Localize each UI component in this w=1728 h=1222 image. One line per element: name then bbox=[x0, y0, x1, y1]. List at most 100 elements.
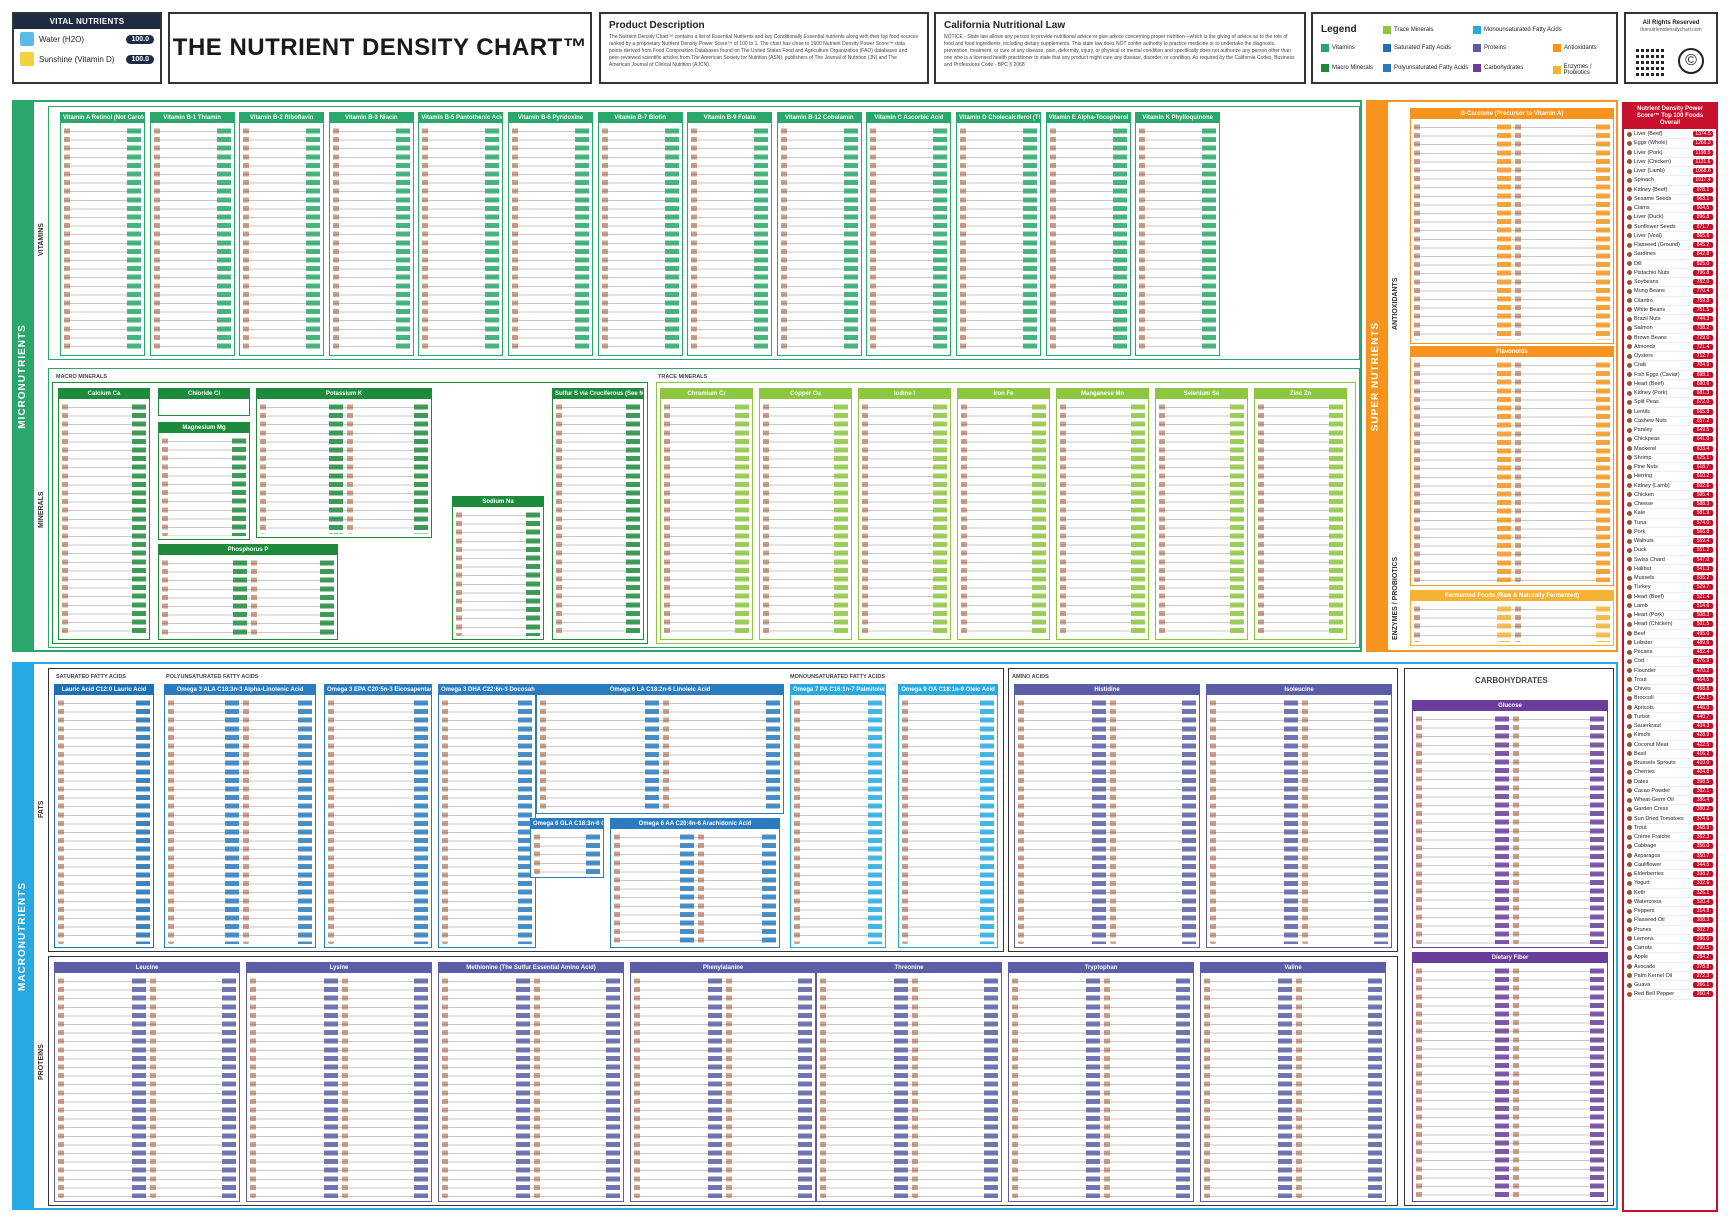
top-food-row: Cilantro 759.8 bbox=[1627, 297, 1713, 306]
food-score: 845.2 bbox=[1693, 242, 1713, 249]
food-score: 501.5 bbox=[1693, 621, 1713, 628]
score-badges bbox=[329, 403, 343, 534]
score-badges bbox=[1596, 123, 1610, 340]
food-score: 602.6 bbox=[1693, 482, 1713, 489]
score-badges bbox=[127, 127, 141, 352]
food-icon bbox=[1627, 557, 1632, 563]
food-rows bbox=[1159, 403, 1244, 636]
food-icon bbox=[1627, 187, 1632, 193]
food-icons bbox=[614, 833, 620, 944]
top-food-row: Liver (Pork) 1198.5 bbox=[1627, 149, 1713, 158]
food-score: 1068.8 bbox=[1693, 168, 1713, 175]
score-badges bbox=[1023, 127, 1037, 352]
amino-column: Tryptophan bbox=[1008, 962, 1194, 1202]
top-food-row: Turbot 440.7 bbox=[1627, 713, 1713, 722]
column-header: Magnesium Mg bbox=[159, 423, 249, 433]
food-score: 759.8 bbox=[1693, 297, 1713, 304]
food-name: Cashew Nuts bbox=[1634, 417, 1667, 424]
food-name: Oysters bbox=[1634, 353, 1653, 360]
food-name: Watercress bbox=[1634, 898, 1662, 905]
column-header: Vitamin B-12 Cobalamin bbox=[777, 113, 861, 123]
food-icon bbox=[1627, 214, 1632, 220]
food-score: 842.8 bbox=[1693, 251, 1713, 258]
top-food-row: Mackerel 633.4 bbox=[1627, 445, 1713, 454]
food-name: Pistachio Nuts bbox=[1634, 269, 1670, 276]
score-badges bbox=[645, 699, 659, 810]
food-name: Heart (Beef) bbox=[1634, 593, 1664, 600]
micronutrients-label: MICRONUTRIENTS bbox=[16, 323, 28, 429]
food-icons bbox=[153, 127, 160, 352]
food-icon bbox=[1627, 196, 1632, 202]
score-badges bbox=[233, 559, 247, 636]
food-icon bbox=[1627, 982, 1632, 988]
food-score: 721.4 bbox=[1693, 343, 1713, 350]
food-name: Elderberries bbox=[1634, 871, 1664, 878]
food-score: 440.7 bbox=[1693, 713, 1713, 720]
food-rows bbox=[58, 977, 236, 1198]
column-header: Omega 3 DHA C22:6n-3 Docosahexaenoic Aci… bbox=[439, 685, 535, 695]
top-food-row: Kidney (Pork) 681.3 bbox=[1627, 389, 1713, 399]
food-score: 1198.5 bbox=[1693, 149, 1713, 156]
food-name: Lamb bbox=[1634, 602, 1648, 609]
food-icons bbox=[1139, 127, 1146, 352]
top-food-row: Liver (Beef) 1374.5 bbox=[1627, 130, 1713, 140]
vitamin-column: Vitamin D Cholecalciferol (The Sunshine … bbox=[956, 112, 1041, 356]
minerals-region bbox=[48, 368, 1360, 648]
score-badges bbox=[298, 699, 312, 944]
food-icon bbox=[1627, 446, 1632, 452]
top-food-row: Parsley 649.5 bbox=[1627, 426, 1713, 436]
food-icons bbox=[961, 403, 967, 636]
column-header: Tryptophan bbox=[1009, 963, 1193, 973]
food-name: Peppers bbox=[1634, 908, 1655, 915]
food-icon bbox=[1627, 677, 1632, 683]
food-icon bbox=[1627, 575, 1632, 581]
top-food-row: Garden Cress 380.2 bbox=[1627, 805, 1713, 815]
score-badges bbox=[868, 699, 882, 944]
food-name: Turbot bbox=[1634, 713, 1650, 720]
food-name: Trout bbox=[1634, 824, 1647, 831]
food-icon bbox=[1627, 658, 1632, 664]
food-icons bbox=[1302, 699, 1308, 944]
column-header: Vitamin A Retinol (Not Carotenoid) bbox=[61, 113, 144, 123]
food-rows bbox=[162, 559, 334, 636]
food-name: Liver (Beef) bbox=[1634, 131, 1663, 138]
food-name: Split Peas bbox=[1634, 399, 1659, 406]
food-score: 595.4 bbox=[1693, 491, 1713, 498]
top-food-row: Heart (Chicken) 501.5 bbox=[1627, 620, 1713, 630]
page-title: THE NUTRIENT DENSITY CHART™ bbox=[172, 34, 588, 61]
food-icon bbox=[1627, 686, 1632, 692]
score-badges bbox=[798, 977, 812, 1198]
food-score: 574.0 bbox=[1693, 519, 1713, 526]
food-score: 1374.5 bbox=[1693, 131, 1713, 138]
food-score: 320.4 bbox=[1693, 898, 1713, 905]
food-icons bbox=[862, 403, 868, 636]
food-score: 356.0 bbox=[1693, 843, 1713, 850]
macro-minerals-title: MACRO MINERALS bbox=[56, 374, 108, 380]
food-icons bbox=[251, 559, 257, 636]
qr-code-icon bbox=[1636, 46, 1666, 76]
top-food-row: Halibut 541.3 bbox=[1627, 565, 1713, 574]
score-badges bbox=[216, 127, 231, 352]
top-food-row: Flaxseed Oil 308.3 bbox=[1627, 916, 1713, 926]
food-name: Crab bbox=[1634, 362, 1646, 369]
food-icons bbox=[601, 127, 608, 352]
food-icons bbox=[634, 977, 640, 1198]
food-icons bbox=[698, 833, 704, 944]
food-name: Liver (Lamb) bbox=[1634, 168, 1665, 175]
food-score: 446.0 bbox=[1693, 704, 1713, 711]
top-food-row: Cauliflower 344.5 bbox=[1627, 861, 1713, 870]
legend-swatch bbox=[1553, 44, 1561, 52]
water-icon bbox=[20, 32, 34, 46]
column-header: Vitamin C Ascorbic Acid bbox=[867, 113, 951, 123]
food-rows bbox=[58, 699, 150, 944]
food-name: Cherries bbox=[1634, 769, 1655, 776]
macro-mineral-column: Calcium Ca bbox=[58, 388, 150, 640]
california-law-heading: California Nutritional Law bbox=[944, 20, 1066, 31]
polyunsaturated-column: Omega 3 EPA C20:5n-3 Eicosapentaenoic Ac… bbox=[324, 684, 432, 948]
super-nutrients-section bbox=[1386, 100, 1618, 652]
vitamin-column: Vitamin B-9 Folate bbox=[687, 112, 773, 356]
macronutrients-sidebar: MACRONUTRIENTS bbox=[12, 662, 32, 1210]
food-icons bbox=[260, 403, 266, 534]
food-name: Sauerkraut bbox=[1634, 723, 1661, 730]
food-icons bbox=[347, 403, 353, 534]
